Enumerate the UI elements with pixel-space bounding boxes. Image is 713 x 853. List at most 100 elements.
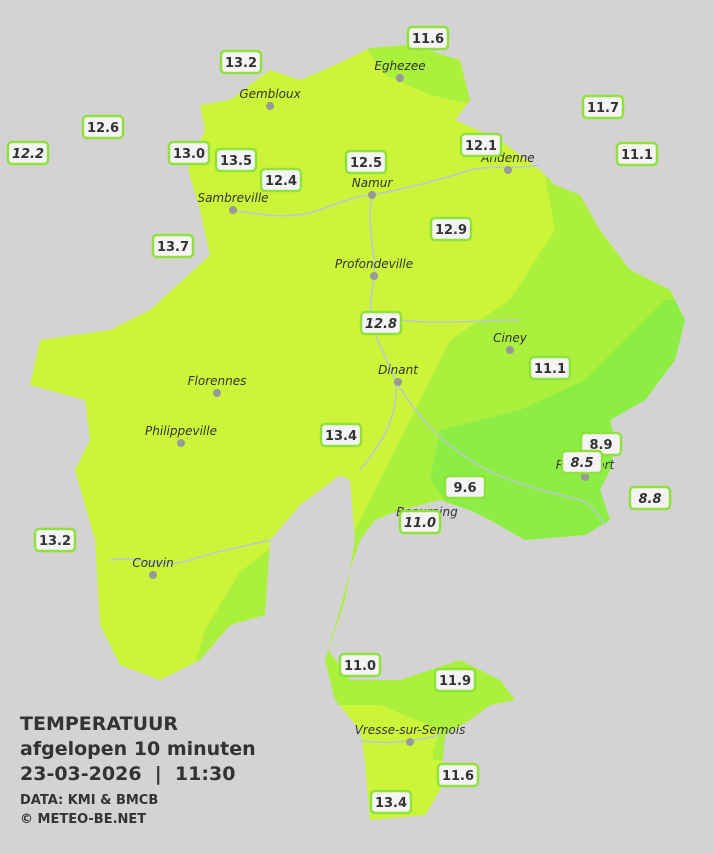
station: 12.5 [344, 149, 388, 175]
station-box [459, 132, 503, 158]
station-value: 13.2 [39, 534, 71, 549]
station: 13.4 [319, 422, 363, 448]
town-dot [504, 166, 512, 174]
legend-timestamp: 23-03-2026 | 11:30 [20, 763, 235, 785]
station-value: 8.8 [638, 492, 661, 507]
station-box [398, 509, 442, 535]
station-value: 13.5 [220, 154, 252, 169]
station: 8.5 [560, 449, 604, 475]
station-value: 8.5 [570, 456, 593, 471]
station-box [628, 485, 672, 511]
station-value: 11.9 [439, 674, 471, 689]
town-dot [177, 439, 185, 447]
station-value: 11.1 [534, 362, 566, 377]
station-box [214, 147, 258, 173]
station-box [581, 94, 625, 120]
legend-source: DATA: KMI & BMCB [20, 793, 158, 808]
town-label: Sambreville [197, 191, 268, 205]
station: 11.6 [436, 762, 480, 788]
legend-subheading: afgelopen 10 minuten [20, 738, 256, 760]
station: 13.5 [214, 147, 258, 173]
station-value: 12.1 [465, 139, 497, 154]
town-label: Profondeville [335, 257, 413, 271]
station-value: 8.9 [589, 438, 612, 453]
station: 11.0 [398, 509, 442, 535]
station-value: 13.4 [325, 429, 357, 444]
station: 12.6 [81, 114, 125, 140]
station-box [81, 114, 125, 140]
station-value: 11.0 [344, 659, 376, 674]
station: 13.2 [33, 527, 77, 553]
station: 12.2 [6, 140, 50, 166]
town-dot [368, 191, 376, 199]
town-dot [370, 272, 378, 280]
station-box [259, 167, 303, 193]
town-dot [396, 74, 404, 82]
town-label: Couvin [132, 556, 173, 570]
station-value: 12.5 [350, 156, 382, 171]
station-value: 13.4 [375, 796, 407, 811]
legend-heading: TEMPERATUUR [20, 713, 178, 735]
stations: 11.6 13.2 12.6 11.7 12.2 13.0 13.5 12.1 11.1 12.5… [6, 25, 672, 815]
station-box [167, 140, 211, 166]
station: 11.1 [615, 141, 659, 167]
station-value: 12.6 [87, 121, 119, 136]
station-box [344, 149, 388, 175]
station-box [369, 789, 413, 815]
station-box [406, 25, 450, 51]
town-dot [406, 738, 414, 746]
station-box [6, 140, 50, 166]
legend: TEMPERATUUR afgelopen 10 minuten 23-03-2… [20, 713, 256, 827]
legend-copyright: © METEO-BE.NET [20, 812, 146, 827]
station: 11.6 [406, 25, 450, 51]
station-box [429, 216, 473, 242]
station-box [151, 233, 195, 259]
station: 12.9 [429, 216, 473, 242]
town-label: Florennes [188, 374, 247, 388]
station: 13.7 [151, 233, 195, 259]
station: 12.8 [359, 310, 403, 336]
town-label: Gembloux [239, 87, 301, 101]
town-label: Dinant [378, 363, 419, 377]
station-box [319, 422, 363, 448]
station: 11.0 [338, 652, 382, 678]
town-dot [149, 571, 157, 579]
station: 13.2 [219, 49, 263, 75]
town-label: Vresse-sur-Semois [355, 723, 466, 737]
town-label: Namur [352, 176, 394, 190]
town-dot [394, 378, 402, 386]
station-box [33, 527, 77, 553]
station-value: 12.2 [12, 147, 44, 162]
town-label: Ciney [493, 331, 528, 345]
station-value: 11.7 [587, 101, 619, 116]
station-value: 9.6 [453, 481, 476, 496]
station: 11.1 [528, 355, 572, 381]
station-value: 13.0 [173, 147, 205, 162]
station-value: 11.6 [442, 769, 474, 784]
station: 11.7 [581, 94, 625, 120]
station: 11.9 [433, 667, 477, 693]
station-value: 12.4 [265, 174, 297, 189]
station: 13.0 [167, 140, 211, 166]
station-box [528, 355, 572, 381]
zone-mild [360, 45, 475, 105]
station: 12.1 [459, 132, 503, 158]
station-box [436, 762, 480, 788]
town-dot [213, 389, 221, 397]
town-label: Eghezee [374, 59, 425, 73]
station-value: 11.1 [621, 148, 653, 163]
station-value: 12.8 [365, 317, 397, 332]
station-box [560, 449, 604, 475]
station-box [433, 667, 477, 693]
town-dot [581, 473, 589, 481]
station-value: 11.0 [404, 516, 436, 531]
town-dot [229, 206, 237, 214]
town-dot [266, 102, 274, 110]
station-box [219, 49, 263, 75]
station-value: 11.6 [412, 32, 444, 47]
station-box [615, 141, 659, 167]
station: 8.8 [628, 485, 672, 511]
station-box [359, 310, 403, 336]
station-value: 13.2 [225, 56, 257, 71]
